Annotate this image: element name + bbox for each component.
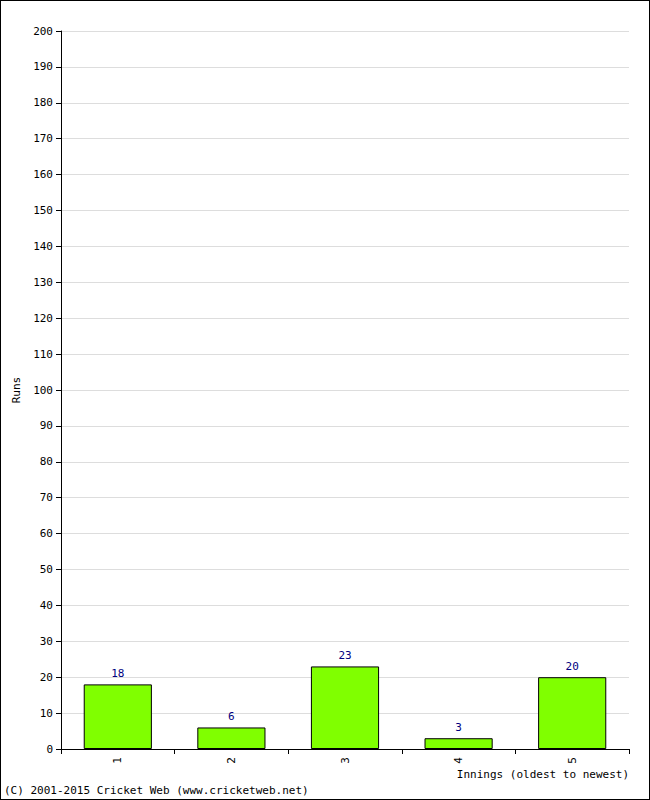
svg-text:0: 0 [46,743,53,756]
svg-text:1: 1 [111,757,124,764]
svg-text:4: 4 [452,757,465,764]
svg-text:180: 180 [33,96,53,109]
svg-text:170: 170 [33,132,53,145]
svg-text:120: 120 [33,312,53,325]
svg-text:(C) 2001-2015 Cricket Web (www: (C) 2001-2015 Cricket Web (www.cricketwe… [4,784,309,797]
svg-text:20: 20 [40,671,53,684]
svg-text:200: 200 [33,25,53,38]
svg-text:18: 18 [111,667,124,680]
svg-text:Runs: Runs [10,377,23,404]
svg-text:3: 3 [339,757,352,764]
svg-text:150: 150 [33,204,53,217]
svg-text:Innings (oldest to newest): Innings (oldest to newest) [457,768,629,781]
svg-text:70: 70 [40,491,53,504]
svg-text:60: 60 [40,527,53,540]
svg-text:10: 10 [40,707,53,720]
svg-text:5: 5 [566,757,579,764]
svg-text:2: 2 [225,757,238,764]
svg-text:30: 30 [40,635,53,648]
svg-text:3: 3 [455,721,462,734]
svg-text:80: 80 [40,455,53,468]
svg-text:90: 90 [40,419,53,432]
svg-text:130: 130 [33,276,53,289]
svg-text:190: 190 [33,60,53,73]
svg-text:50: 50 [40,563,53,576]
svg-text:110: 110 [33,348,53,361]
svg-text:23: 23 [338,649,351,662]
svg-text:140: 140 [33,240,53,253]
svg-text:40: 40 [40,599,53,612]
svg-text:6: 6 [228,710,235,723]
svg-text:160: 160 [33,168,53,181]
svg-text:20: 20 [566,660,579,673]
svg-text:100: 100 [33,384,53,397]
